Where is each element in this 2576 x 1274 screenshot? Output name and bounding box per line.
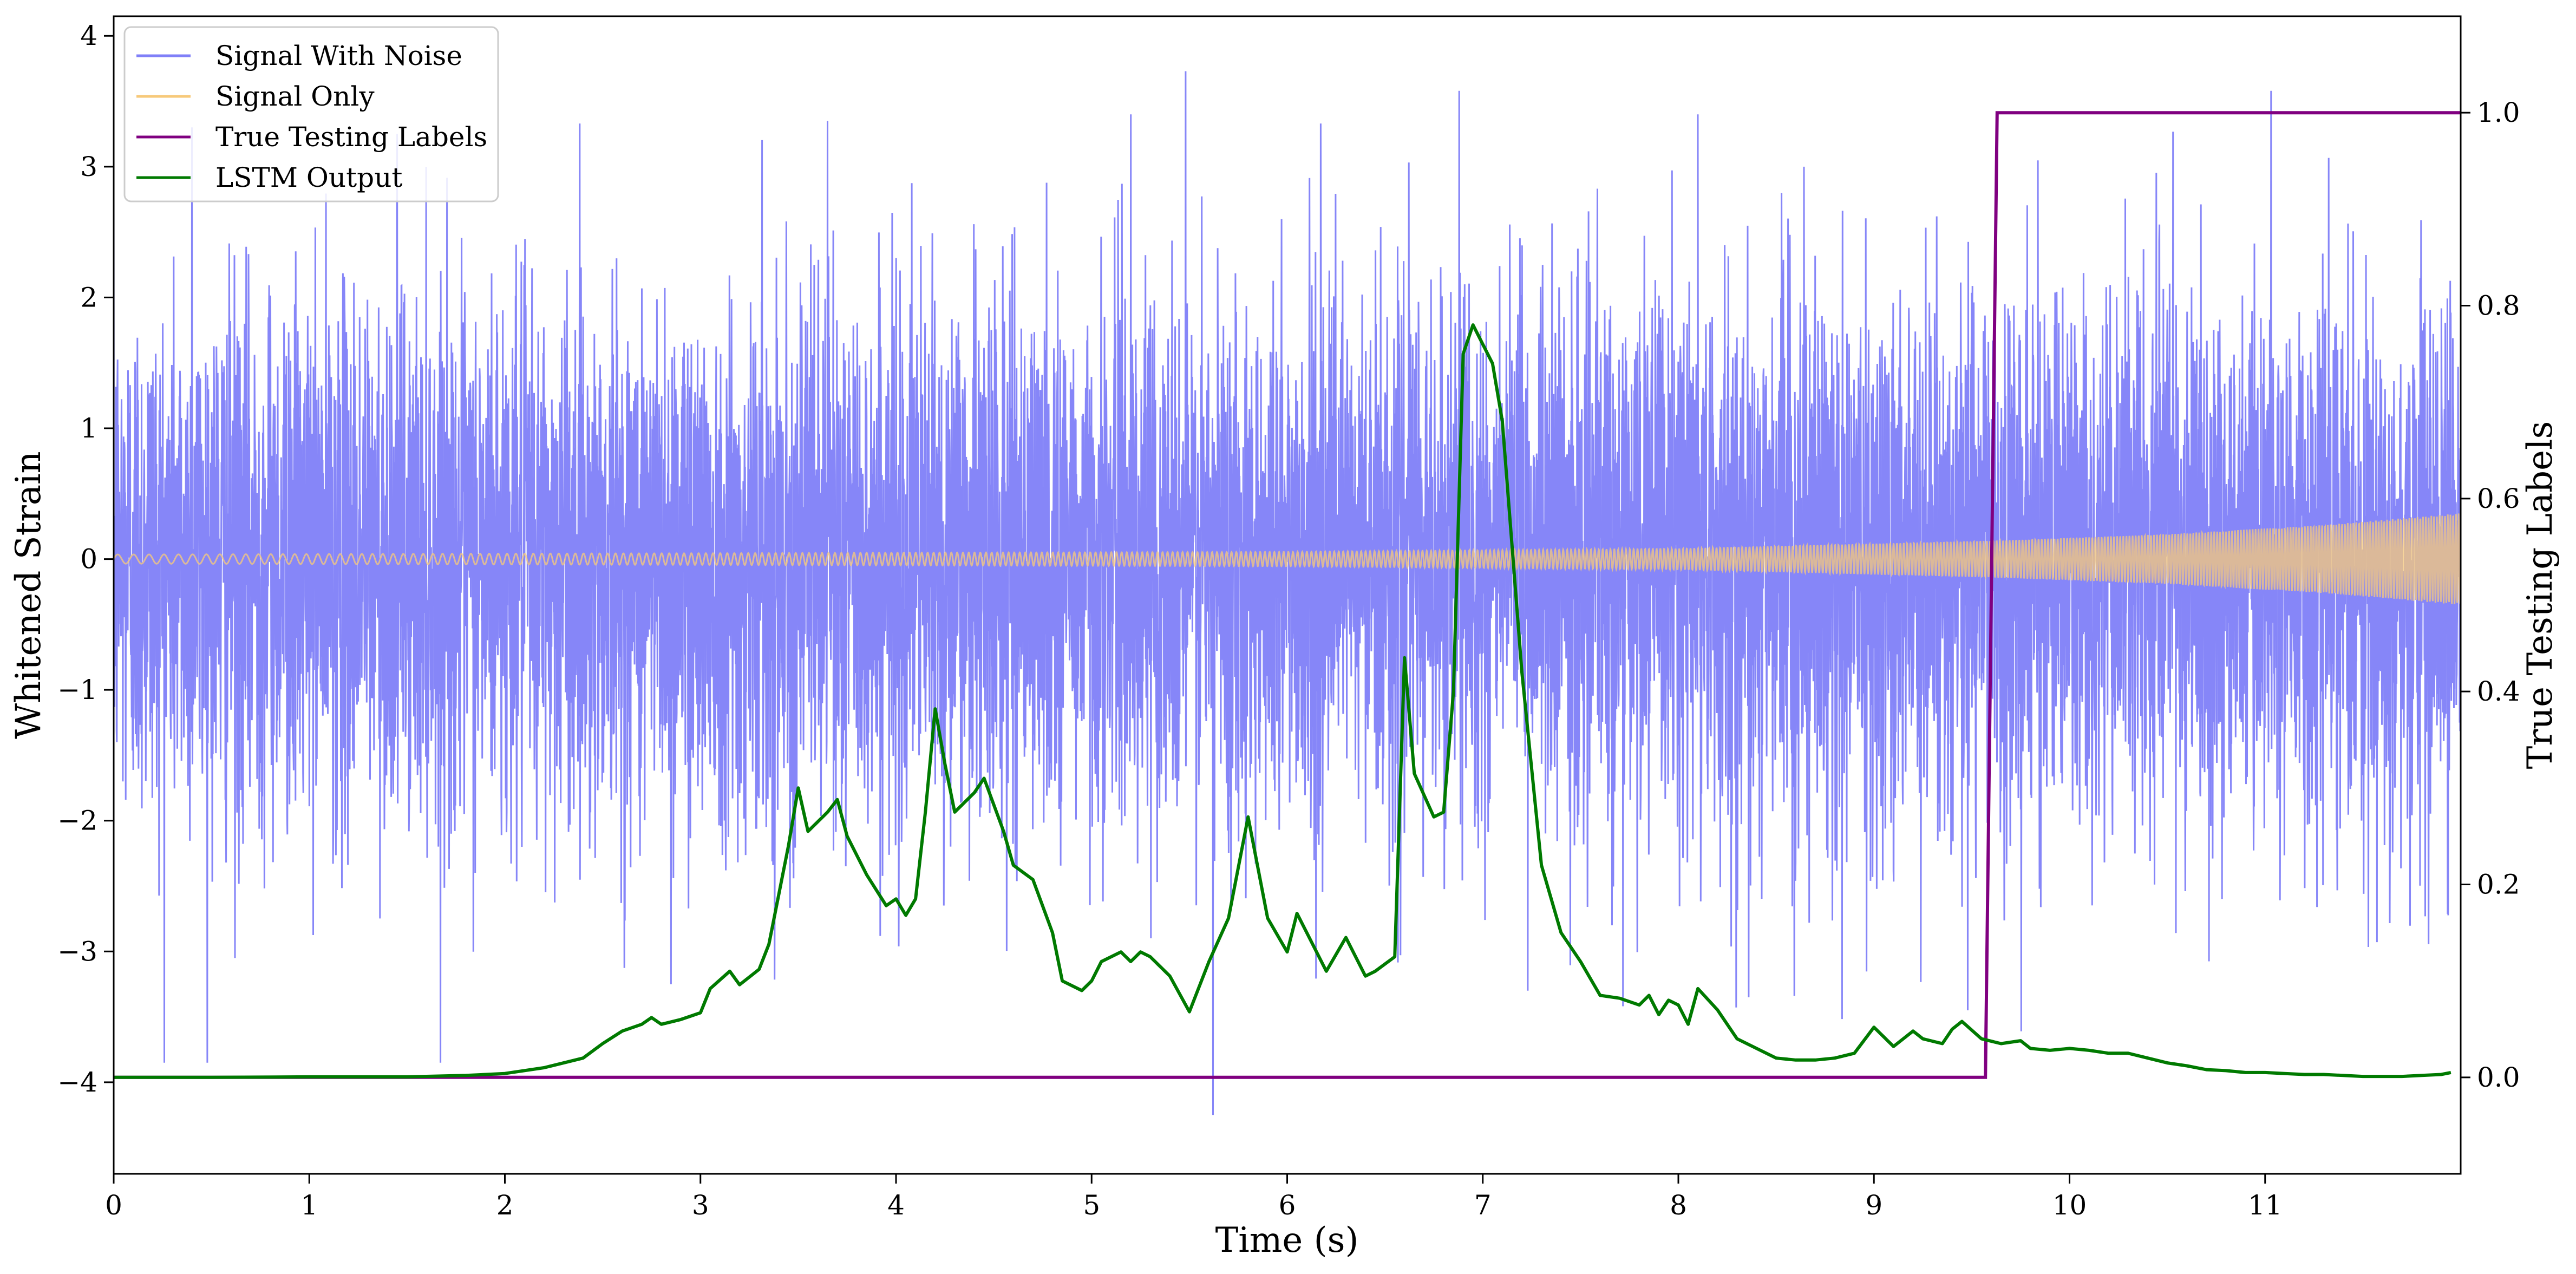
y-right-tick-label: 0.2 — [2477, 869, 2520, 900]
legend-box — [123, 26, 499, 202]
x-tick-label: 0 — [105, 1190, 122, 1221]
y-left-axis-label: Whitened Strain — [9, 451, 49, 739]
x-axis-ticks: 0 1 2 3 4 5 6 7 8 9 10 11 — [105, 1174, 2283, 1221]
y-left-tick-label: 2 — [80, 282, 97, 313]
x-tick-label: 7 — [1474, 1190, 1492, 1221]
y-left-tick-label: −4 — [57, 1067, 97, 1098]
legend-label-true-testing-labels: True Testing Labels — [215, 121, 487, 153]
x-tick-label: 6 — [1279, 1190, 1296, 1221]
legend-item-signal-only: Signal Only — [136, 81, 375, 112]
x-tick-label: 1 — [300, 1190, 318, 1221]
x-tick-label: 2 — [496, 1190, 514, 1221]
y-right-tick-label: 1.0 — [2477, 97, 2520, 128]
y-left-axis-ticks: −4 −3 −2 −1 0 1 2 3 4 — [57, 20, 114, 1098]
y-left-tick-label: −3 — [57, 936, 97, 967]
y-left-tick-label: 3 — [80, 151, 97, 182]
legend: Signal With Noise Signal Only True Testi… — [123, 26, 499, 202]
true-label-series — [114, 111, 2461, 1079]
x-tick-label: 9 — [1865, 1190, 1882, 1221]
x-tick-label: 10 — [2052, 1190, 2087, 1221]
noise-line — [114, 71, 2461, 1115]
y-left-tick-label: −1 — [57, 674, 97, 705]
y-left-tick-label: 4 — [80, 20, 97, 51]
legend-item-lstm-output: LSTM Output — [136, 162, 402, 193]
x-tick-label: 3 — [692, 1190, 709, 1221]
x-tick-label: 5 — [1083, 1190, 1100, 1221]
y-right-axis-ticks: 0.0 0.2 0.4 0.6 0.8 1.0 — [2461, 97, 2520, 1093]
true-label-line — [114, 111, 2461, 1079]
lstm-output-series — [114, 323, 2451, 1079]
y-right-tick-label: 0.6 — [2477, 483, 2520, 514]
signal-only-line — [114, 513, 2461, 604]
x-axis-label: Time (s) — [1215, 1220, 1359, 1260]
x-tick-label: 4 — [887, 1190, 905, 1221]
lstm-output-line — [114, 323, 2451, 1079]
y-left-tick-label: 1 — [80, 413, 97, 444]
y-right-tick-label: 0.0 — [2477, 1062, 2520, 1093]
noise-series — [114, 71, 2461, 1115]
legend-item-signal-with-noise: Signal With Noise — [136, 40, 462, 71]
y-left-tick-label: −2 — [57, 805, 97, 837]
x-tick-label: 8 — [1670, 1190, 1687, 1221]
legend-item-true-testing-labels: True Testing Labels — [136, 121, 487, 153]
x-tick-label: 11 — [2248, 1190, 2283, 1221]
legend-label-signal-only: Signal Only — [215, 81, 375, 112]
legend-label-lstm-output: LSTM Output — [215, 162, 402, 193]
y-left-tick-label: 0 — [80, 544, 97, 575]
legend-label-signal-with-noise: Signal With Noise — [215, 40, 462, 71]
signal-only-series — [114, 513, 2461, 604]
y-right-tick-label: 0.4 — [2477, 676, 2520, 707]
y-right-tick-label: 0.8 — [2477, 290, 2520, 322]
y-right-axis-label: True Testing Labels — [2520, 421, 2560, 769]
